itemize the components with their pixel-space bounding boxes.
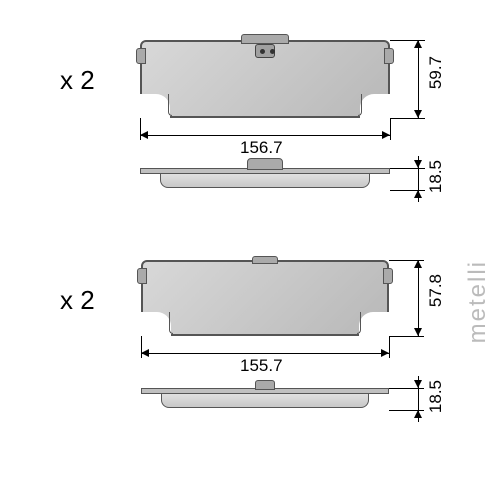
dim-arrow [382, 131, 390, 139]
dim-value-pad1-width: 156.7 [240, 138, 283, 158]
dim-ext [390, 118, 425, 119]
technical-drawing: x 2 x 2 metelli 59.7 156.7 18.5 [0, 0, 500, 500]
dim-arrow [414, 110, 422, 118]
dim-ext [390, 118, 391, 140]
dim-value-pad1-height: 59.7 [426, 56, 446, 89]
dim-value-pad2-width: 155.7 [240, 356, 283, 376]
dim-arrow [414, 328, 422, 336]
quantity-label-top: x 2 [60, 65, 95, 96]
dim-arrow [414, 410, 422, 418]
brand-watermark: metelli [464, 260, 492, 343]
dim-line-pad2-width [141, 353, 389, 354]
dim-arrow [140, 131, 148, 139]
dim-line-pad1-height [418, 40, 419, 118]
dim-value-profile2: 18.5 [426, 380, 446, 413]
dim-arrow [414, 160, 422, 168]
quantity-label-bottom: x 2 [60, 285, 95, 316]
dim-line-pad1-width [140, 135, 390, 136]
dim-arrow [414, 380, 422, 388]
dim-ext [389, 336, 390, 358]
brake-pad-top [140, 40, 390, 118]
dim-value-pad2-height: 57.8 [426, 274, 446, 307]
dim-ext [389, 336, 424, 337]
dim-arrow [414, 40, 422, 48]
brake-pad-bottom [141, 260, 389, 336]
dim-arrow [414, 190, 422, 198]
dim-line-pad2-height [418, 260, 419, 336]
dim-arrow [414, 260, 422, 268]
side-profile-bottom [141, 388, 389, 412]
dim-ext [390, 168, 425, 169]
side-profile-top [140, 168, 390, 192]
dim-value-profile1: 18.5 [426, 160, 446, 193]
dim-arrow [141, 349, 149, 357]
dim-arrow [381, 349, 389, 357]
